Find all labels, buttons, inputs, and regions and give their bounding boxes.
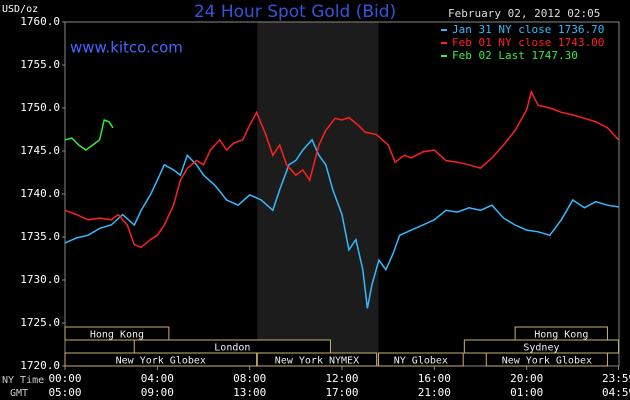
x-tick-label-gmt: 09:00 — [141, 386, 174, 399]
session-label: New York Globex — [116, 356, 206, 367]
watermark: www.kitco.com — [70, 39, 183, 57]
y-tick-label: 1730.0 — [20, 273, 60, 286]
x-tick-label-gmt: 17:00 — [325, 386, 358, 399]
x-tick-label-gmt: 04:59 — [602, 386, 630, 399]
y-axis-label: USD/oz — [2, 4, 38, 15]
y-tick-label: 1735.0 — [20, 230, 60, 243]
x-axis-label: NY Time — [2, 375, 44, 386]
x-tick-label: 04:00 — [141, 372, 174, 385]
y-tick-label: 1740.0 — [20, 187, 60, 200]
series-line — [64, 89, 620, 249]
x-tick-label-gmt: 21:00 — [418, 386, 451, 399]
y-tick-label: 1760.0 — [20, 15, 60, 28]
legend-label: Feb 02 Last 1747.30 — [452, 49, 578, 62]
y-tick-label: 1745.0 — [20, 144, 60, 157]
session-box — [485, 352, 608, 367]
x-tick-label: 20:00 — [510, 372, 543, 385]
session-label: New York Globex — [502, 356, 592, 367]
x-axis-label: GMT — [10, 388, 28, 399]
series-line — [64, 138, 619, 309]
y-tick-label: 1720.0 — [20, 359, 60, 372]
session-box — [377, 352, 464, 367]
timestamp: February 02, 2012 02:05 — [448, 7, 600, 20]
x-tick-label: 16:00 — [418, 372, 451, 385]
session-label: Sydney — [523, 343, 559, 354]
x-tick-label: 00:00 — [48, 372, 81, 385]
session-label: NY Globex — [394, 356, 448, 367]
highlight-region — [257, 22, 379, 366]
legend-label: Jan 31 NY close 1736.70 — [452, 23, 604, 36]
session-box — [64, 326, 170, 341]
x-tick-label-gmt: 05:00 — [48, 386, 81, 399]
y-tick-label: 1755.0 — [20, 58, 60, 71]
y-tick-label: 1750.0 — [20, 101, 60, 114]
legend-label: Feb 01 NY close 1743.00 — [452, 36, 604, 49]
session-label: London — [214, 343, 250, 354]
x-tick-label: 12:00 — [325, 372, 358, 385]
session-label: New York NYMEX — [275, 356, 359, 367]
session-box — [64, 352, 258, 367]
x-tick-label: 23:59 — [602, 372, 630, 385]
chart-title: 24 Hour Spot Gold (Bid) — [194, 2, 396, 22]
x-tick-label-gmt: 13:00 — [233, 386, 266, 399]
x-tick-label-gmt: 01:00 — [510, 386, 543, 399]
y-tick-label: 1725.0 — [20, 316, 60, 329]
series-line — [64, 118, 114, 152]
x-tick-label: 08:00 — [233, 372, 266, 385]
session-label: Hong Kong — [90, 330, 144, 341]
session-label: Hong Kong — [534, 330, 588, 341]
session-box — [256, 352, 378, 367]
